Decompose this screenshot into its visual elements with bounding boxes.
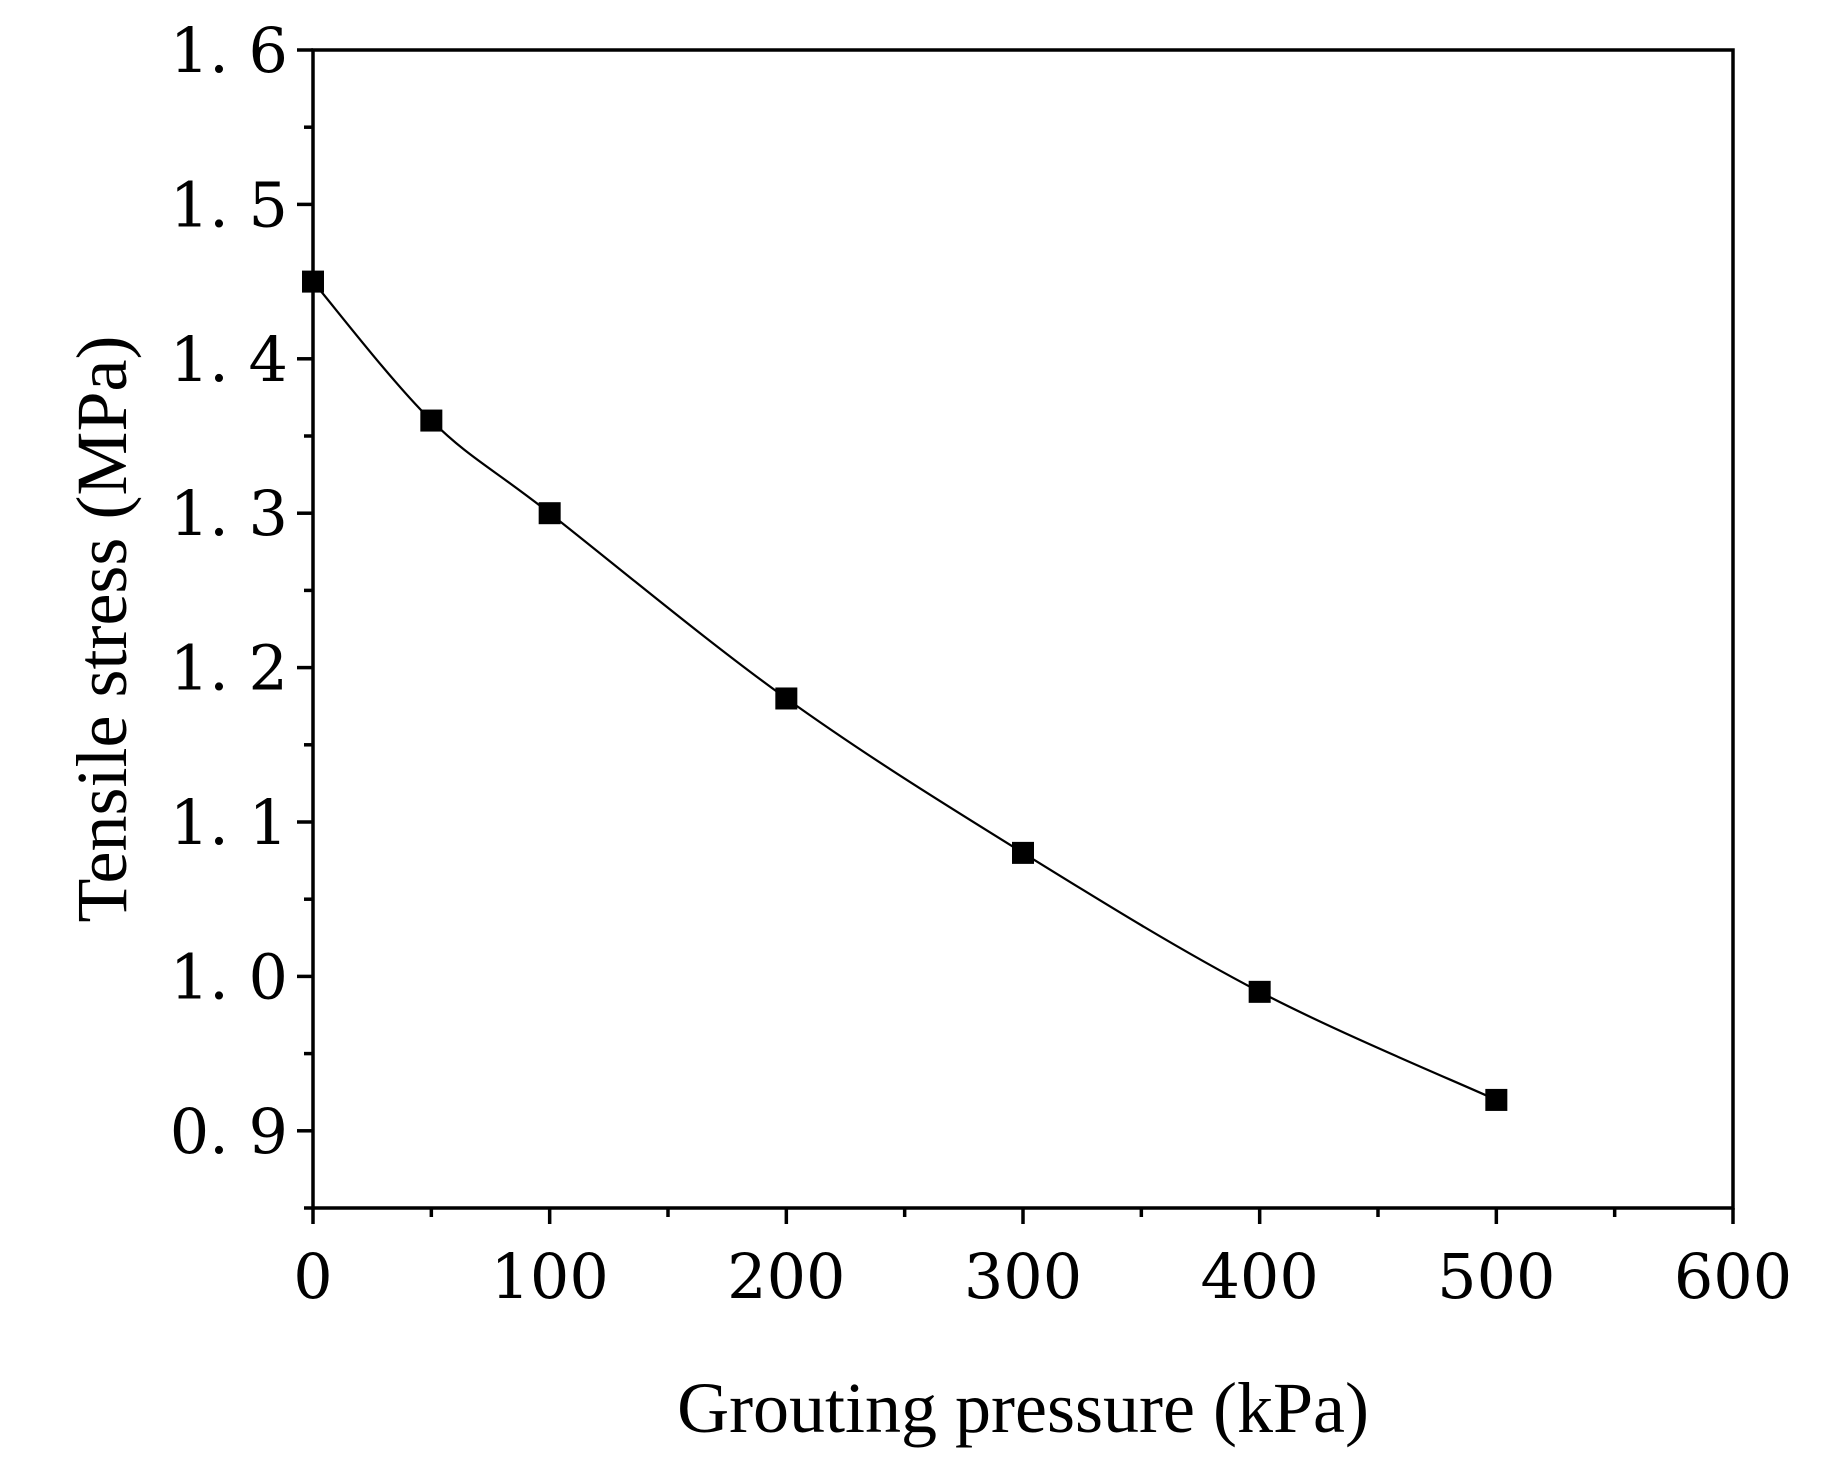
data-points-layer	[302, 270, 1508, 1111]
y-tick-label: 1. 2	[170, 632, 288, 705]
data-point-marker	[420, 409, 443, 432]
y-tick-label: 1. 6	[170, 14, 288, 87]
y-tick-label: 1. 0	[170, 940, 288, 1013]
data-point-marker	[1485, 1088, 1508, 1111]
y-tick-label: 0. 9	[170, 1095, 288, 1168]
x-tick-label: 0	[293, 1240, 332, 1313]
ticks-layer	[297, 48, 1735, 1224]
x-tick-label: 400	[1200, 1240, 1318, 1313]
y-tick-label: 1. 4	[170, 323, 288, 396]
y-tick-label: 1. 5	[170, 168, 288, 241]
tick-labels-layer: 0 100 200 300 400 500 600 0. 9 1. 0 1. 1 1. 2 1. 3 1…	[170, 14, 1792, 1313]
data-point-marker	[538, 502, 561, 525]
data-point-marker	[775, 687, 798, 710]
y-axis-title: Tensile stress (MPa)	[62, 336, 142, 923]
x-tick-label: 300	[964, 1240, 1082, 1313]
axes-layer	[311, 48, 1735, 1210]
y-tick-label: 1. 1	[170, 786, 288, 859]
data-point-marker	[1248, 980, 1271, 1003]
x-tick-label: 500	[1437, 1240, 1555, 1313]
x-tick-label: 200	[727, 1240, 845, 1313]
series-line	[312, 280, 1497, 1101]
x-axis-title: Grouting pressure (kPa)	[677, 1368, 1369, 1448]
x-tick-label: 100	[490, 1240, 608, 1313]
plot-frame	[311, 48, 1735, 1210]
data-point-marker	[1012, 841, 1034, 864]
y-tick-label: 1. 3	[170, 477, 288, 550]
fit-curve-layer	[312, 280, 1497, 1101]
x-tick-label: 600	[1674, 1240, 1792, 1313]
